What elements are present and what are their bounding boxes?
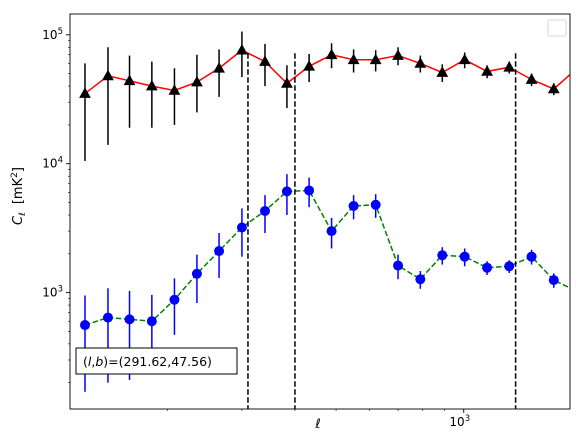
- annotation-box: (l,b)=(291.62,47.56): [75, 347, 238, 375]
- data-point-0-16: [436, 66, 449, 77]
- data-point-0-10: [303, 60, 316, 71]
- axes-frame: [69, 13, 571, 410]
- data-point-0-4: [168, 84, 181, 95]
- data-point-0-20: [525, 73, 538, 84]
- data-point-0-0: [79, 87, 91, 98]
- data-point-0-22: [570, 63, 580, 74]
- y-tick-label-1: 104: [42, 156, 63, 171]
- data-point-1-12: [348, 200, 359, 211]
- data-point-0-17: [458, 53, 471, 65]
- tick-layer: 103 104 105 103: [42, 27, 470, 429]
- data-point-1-21: [548, 275, 559, 286]
- data-point-1-14: [393, 260, 404, 271]
- y-tick-label-0: 103: [42, 285, 63, 300]
- data-point-1-1: [102, 312, 113, 323]
- annotation-frame: [75, 347, 238, 375]
- data-point-0-21: [547, 82, 560, 94]
- data-point-1-15: [415, 274, 426, 285]
- data-point-1-3: [146, 316, 157, 327]
- x-tick-label-0: 103: [449, 414, 470, 429]
- data-point-1-0: [79, 320, 90, 331]
- legend-frame: [547, 19, 567, 37]
- series-line-1: [84, 189, 570, 326]
- data-point-0-5: [191, 75, 203, 87]
- data-point-1-11: [326, 226, 337, 237]
- data-point-1-19: [504, 261, 515, 272]
- data-point-1-9: [281, 186, 292, 197]
- data-point-0-13: [369, 53, 382, 65]
- data-point-1-6: [214, 246, 225, 257]
- data-point-0-15: [414, 57, 427, 68]
- data-point-0-6: [213, 62, 225, 73]
- data-point-1-8: [259, 205, 270, 216]
- data-point-0-12: [347, 53, 360, 65]
- data-point-0-18: [481, 65, 493, 76]
- vline-layer: [247, 53, 517, 409]
- data-point-1-18: [482, 262, 493, 273]
- data-point-0-2: [123, 74, 136, 86]
- data-point-1-10: [304, 185, 315, 196]
- data-point-0-1: [102, 69, 114, 81]
- data-point-1-2: [124, 314, 135, 325]
- y-axis-label: Cℓ[mK2]: [10, 167, 28, 225]
- data-point-1-5: [191, 268, 202, 279]
- data-point-1-4: [169, 294, 180, 305]
- data-point-1-20: [526, 251, 537, 262]
- legend-box: [547, 19, 567, 37]
- data-point-0-3: [145, 79, 158, 91]
- data-point-0-11: [325, 48, 338, 60]
- data-point-0-14: [392, 49, 404, 60]
- data-point-0-19: [503, 61, 516, 72]
- data-point-0-9: [281, 77, 293, 88]
- data-point-0-7: [236, 43, 248, 55]
- series-layer: [79, 31, 580, 392]
- annotation-text: (l,b)=(291.62,47.56): [83, 354, 212, 369]
- series-0: [79, 31, 580, 161]
- data-point-1-17: [459, 251, 470, 262]
- x-axis-label: ℓ: [314, 417, 320, 432]
- series-1: [79, 174, 580, 392]
- data-point-1-22: [571, 286, 580, 296]
- data-point-1-7: [236, 222, 247, 233]
- data-point-1-13: [370, 199, 381, 210]
- data-point-0-8: [259, 55, 271, 66]
- series-line-0: [84, 49, 570, 95]
- data-point-1-16: [437, 250, 448, 261]
- y-tick-label-2: 105: [42, 27, 63, 42]
